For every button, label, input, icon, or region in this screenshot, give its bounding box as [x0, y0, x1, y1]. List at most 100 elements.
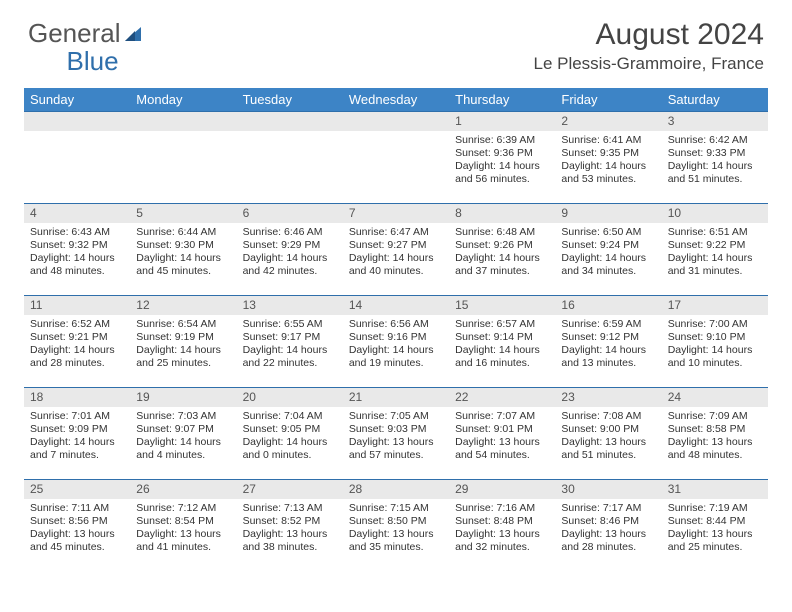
weekday-header: Thursday	[449, 88, 555, 112]
sunrise-text: Sunrise: 7:01 AM	[30, 410, 124, 423]
daylight-text: Daylight: 13 hours and 45 minutes.	[30, 528, 124, 554]
day-number: 13	[237, 296, 343, 315]
daylight-text: Daylight: 14 hours and 28 minutes.	[30, 344, 124, 370]
daylight-text: Daylight: 14 hours and 56 minutes.	[455, 160, 549, 186]
calendar-cell	[237, 112, 343, 204]
calendar-cell: 2Sunrise: 6:41 AMSunset: 9:35 PMDaylight…	[555, 112, 661, 204]
daylight-text: Daylight: 14 hours and 31 minutes.	[668, 252, 762, 278]
sunset-text: Sunset: 8:48 PM	[455, 515, 549, 528]
sunrise-text: Sunrise: 7:17 AM	[561, 502, 655, 515]
calendar-cell: 22Sunrise: 7:07 AMSunset: 9:01 PMDayligh…	[449, 388, 555, 480]
daylight-text: Daylight: 13 hours and 41 minutes.	[136, 528, 230, 554]
day-content: Sunrise: 6:55 AMSunset: 9:17 PMDaylight:…	[237, 315, 343, 373]
sunrise-text: Sunrise: 7:19 AM	[668, 502, 762, 515]
calendar-cell: 3Sunrise: 6:42 AMSunset: 9:33 PMDaylight…	[662, 112, 768, 204]
daylight-text: Daylight: 13 hours and 48 minutes.	[668, 436, 762, 462]
sunset-text: Sunset: 8:56 PM	[30, 515, 124, 528]
sunset-text: Sunset: 8:52 PM	[243, 515, 337, 528]
day-number: 10	[662, 204, 768, 223]
sunset-text: Sunset: 9:16 PM	[349, 331, 443, 344]
calendar-cell: 5Sunrise: 6:44 AMSunset: 9:30 PMDaylight…	[130, 204, 236, 296]
daylight-text: Daylight: 14 hours and 45 minutes.	[136, 252, 230, 278]
day-content: Sunrise: 7:07 AMSunset: 9:01 PMDaylight:…	[449, 407, 555, 465]
weekday-header: Saturday	[662, 88, 768, 112]
calendar-cell: 26Sunrise: 7:12 AMSunset: 8:54 PMDayligh…	[130, 480, 236, 572]
sunrise-text: Sunrise: 7:08 AM	[561, 410, 655, 423]
sunrise-text: Sunrise: 6:59 AM	[561, 318, 655, 331]
daylight-text: Daylight: 14 hours and 19 minutes.	[349, 344, 443, 370]
calendar-cell: 17Sunrise: 7:00 AMSunset: 9:10 PMDayligh…	[662, 296, 768, 388]
weekday-header: Wednesday	[343, 88, 449, 112]
day-content: Sunrise: 6:59 AMSunset: 9:12 PMDaylight:…	[555, 315, 661, 373]
day-content: Sunrise: 6:57 AMSunset: 9:14 PMDaylight:…	[449, 315, 555, 373]
calendar-cell: 31Sunrise: 7:19 AMSunset: 8:44 PMDayligh…	[662, 480, 768, 572]
calendar-cell: 12Sunrise: 6:54 AMSunset: 9:19 PMDayligh…	[130, 296, 236, 388]
calendar-week-row: 4Sunrise: 6:43 AMSunset: 9:32 PMDaylight…	[24, 204, 768, 296]
calendar-week-row: 11Sunrise: 6:52 AMSunset: 9:21 PMDayligh…	[24, 296, 768, 388]
sunset-text: Sunset: 8:46 PM	[561, 515, 655, 528]
sunrise-text: Sunrise: 6:51 AM	[668, 226, 762, 239]
day-number: 1	[449, 112, 555, 131]
sunset-text: Sunset: 9:33 PM	[668, 147, 762, 160]
sunset-text: Sunset: 9:36 PM	[455, 147, 549, 160]
sunrise-text: Sunrise: 6:43 AM	[30, 226, 124, 239]
calendar-cell	[130, 112, 236, 204]
day-content: Sunrise: 7:13 AMSunset: 8:52 PMDaylight:…	[237, 499, 343, 557]
sunrise-text: Sunrise: 6:41 AM	[561, 134, 655, 147]
day-number: 26	[130, 480, 236, 499]
day-number: 27	[237, 480, 343, 499]
day-content: Sunrise: 7:04 AMSunset: 9:05 PMDaylight:…	[237, 407, 343, 465]
day-content: Sunrise: 7:08 AMSunset: 9:00 PMDaylight:…	[555, 407, 661, 465]
daylight-text: Daylight: 13 hours and 38 minutes.	[243, 528, 337, 554]
calendar-cell: 15Sunrise: 6:57 AMSunset: 9:14 PMDayligh…	[449, 296, 555, 388]
sunset-text: Sunset: 9:03 PM	[349, 423, 443, 436]
day-number: 21	[343, 388, 449, 407]
title-block: August 2024 Le Plessis-Grammoire, France	[533, 18, 764, 74]
daylight-text: Daylight: 14 hours and 10 minutes.	[668, 344, 762, 370]
day-content: Sunrise: 6:54 AMSunset: 9:19 PMDaylight:…	[130, 315, 236, 373]
sunset-text: Sunset: 9:26 PM	[455, 239, 549, 252]
day-number: 8	[449, 204, 555, 223]
day-content: Sunrise: 7:17 AMSunset: 8:46 PMDaylight:…	[555, 499, 661, 557]
day-content: Sunrise: 6:52 AMSunset: 9:21 PMDaylight:…	[24, 315, 130, 373]
sunrise-text: Sunrise: 7:05 AM	[349, 410, 443, 423]
calendar-cell: 24Sunrise: 7:09 AMSunset: 8:58 PMDayligh…	[662, 388, 768, 480]
daylight-text: Daylight: 14 hours and 40 minutes.	[349, 252, 443, 278]
sunset-text: Sunset: 9:32 PM	[30, 239, 124, 252]
day-number: 4	[24, 204, 130, 223]
daylight-text: Daylight: 14 hours and 0 minutes.	[243, 436, 337, 462]
calendar-cell	[343, 112, 449, 204]
day-content: Sunrise: 6:50 AMSunset: 9:24 PMDaylight:…	[555, 223, 661, 281]
day-number: 22	[449, 388, 555, 407]
daylight-text: Daylight: 13 hours and 54 minutes.	[455, 436, 549, 462]
calendar-cell: 21Sunrise: 7:05 AMSunset: 9:03 PMDayligh…	[343, 388, 449, 480]
sunset-text: Sunset: 9:30 PM	[136, 239, 230, 252]
daylight-text: Daylight: 14 hours and 22 minutes.	[243, 344, 337, 370]
day-number: 16	[555, 296, 661, 315]
day-number: 19	[130, 388, 236, 407]
day-content: Sunrise: 6:48 AMSunset: 9:26 PMDaylight:…	[449, 223, 555, 281]
day-number: 3	[662, 112, 768, 131]
sunrise-text: Sunrise: 6:48 AM	[455, 226, 549, 239]
day-number	[237, 112, 343, 131]
day-content: Sunrise: 7:09 AMSunset: 8:58 PMDaylight:…	[662, 407, 768, 465]
calendar-table: Sunday Monday Tuesday Wednesday Thursday…	[24, 88, 768, 572]
logo-text-blue: Blue	[67, 46, 119, 77]
day-number: 18	[24, 388, 130, 407]
sunrise-text: Sunrise: 6:52 AM	[30, 318, 124, 331]
daylight-text: Daylight: 13 hours and 51 minutes.	[561, 436, 655, 462]
calendar-cell: 16Sunrise: 6:59 AMSunset: 9:12 PMDayligh…	[555, 296, 661, 388]
month-title: August 2024	[533, 18, 764, 52]
sunset-text: Sunset: 9:01 PM	[455, 423, 549, 436]
sunrise-text: Sunrise: 6:46 AM	[243, 226, 337, 239]
sunset-text: Sunset: 9:19 PM	[136, 331, 230, 344]
sunset-text: Sunset: 9:27 PM	[349, 239, 443, 252]
day-content: Sunrise: 7:15 AMSunset: 8:50 PMDaylight:…	[343, 499, 449, 557]
day-content: Sunrise: 6:43 AMSunset: 9:32 PMDaylight:…	[24, 223, 130, 281]
day-number: 7	[343, 204, 449, 223]
calendar-cell: 18Sunrise: 7:01 AMSunset: 9:09 PMDayligh…	[24, 388, 130, 480]
sunset-text: Sunset: 9:22 PM	[668, 239, 762, 252]
day-number: 15	[449, 296, 555, 315]
header: General August 2024 Le Plessis-Grammoire…	[0, 0, 792, 82]
daylight-text: Daylight: 14 hours and 51 minutes.	[668, 160, 762, 186]
